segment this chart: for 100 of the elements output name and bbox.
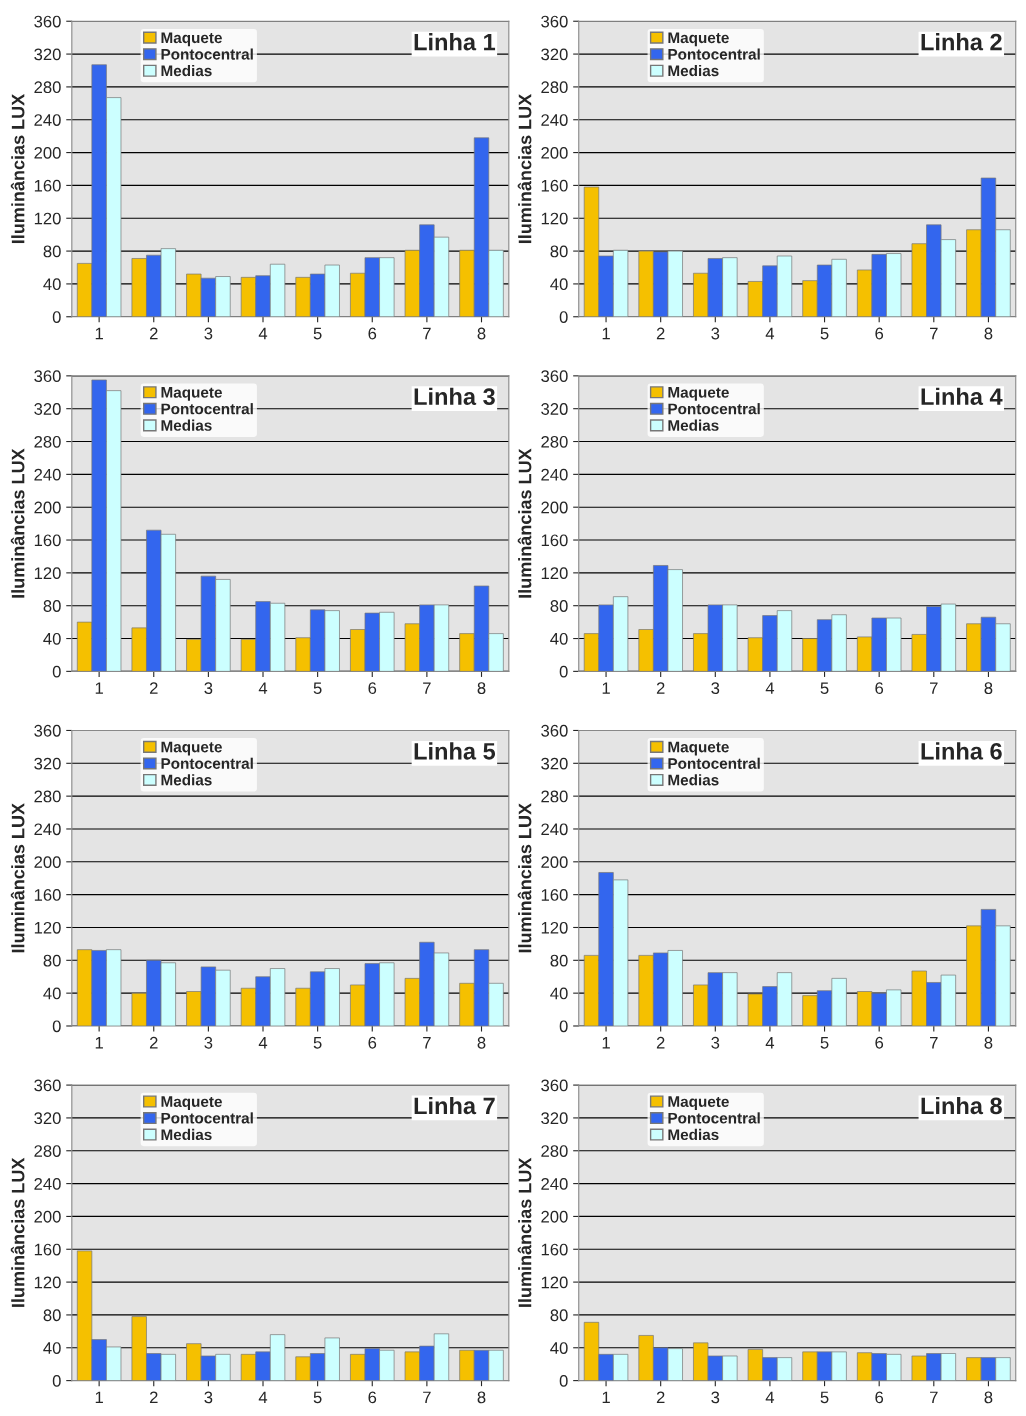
- y-tick-label: 200: [34, 146, 61, 159]
- x-tick-label: 1: [602, 327, 610, 340]
- y-tick-label: 40: [550, 278, 568, 291]
- y-tick-label: 160: [34, 1243, 61, 1256]
- x-tick-label: 3: [204, 1036, 213, 1049]
- x-tick-label: 6: [368, 327, 377, 340]
- y-axis-title: Iluminâncias LUX: [10, 803, 25, 953]
- x-tick-label: 7: [423, 1391, 431, 1404]
- y-tick-label: 40: [550, 1342, 568, 1354]
- x-tick-label: 7: [930, 1037, 938, 1049]
- y-tick-label: 80: [550, 1309, 568, 1322]
- y-tick-label: 200: [34, 1210, 61, 1223]
- x-tick-label: 4: [258, 327, 268, 340]
- y-tick-label: 40: [43, 987, 61, 1000]
- y-tick-label: 40: [43, 1342, 61, 1354]
- x-tick-label: 4: [258, 682, 268, 694]
- x-tick-label: 6: [875, 327, 884, 340]
- x-tick-label: 4: [765, 1391, 775, 1404]
- y-tick-label: 320: [541, 757, 568, 770]
- y-tick-label: 280: [34, 1145, 61, 1157]
- x-tick-label: 7: [423, 327, 431, 340]
- y-tick-label: 280: [541, 435, 568, 448]
- x-tick-label: 2: [656, 327, 665, 340]
- x-tick-label: 4: [258, 1391, 268, 1404]
- y-tick-label: 360: [541, 15, 568, 28]
- y-tick-label: 320: [541, 403, 568, 415]
- x-tick-label: 7: [930, 327, 938, 340]
- y-tick-label: 360: [34, 1079, 61, 1092]
- y-tick-label: 360: [34, 15, 61, 28]
- x-tick-label: 8: [984, 682, 993, 695]
- y-tick-label: 360: [541, 1079, 568, 1092]
- legend-label: Pontocentral: [161, 1112, 253, 1124]
- x-tick-label: 6: [368, 682, 377, 695]
- x-tick-label: 2: [656, 682, 665, 694]
- x-tick-label: 5: [820, 327, 829, 340]
- y-tick-label: 240: [34, 1177, 61, 1190]
- x-tick-label: 5: [313, 682, 322, 695]
- x-tick-label: 8: [477, 1391, 486, 1404]
- chart-title: Linha 2: [921, 33, 1002, 51]
- legend-label: Medias: [161, 65, 212, 77]
- x-tick-label: 3: [204, 327, 213, 340]
- x-tick-label: 4: [765, 1037, 775, 1049]
- y-tick-label: 0: [559, 1375, 568, 1387]
- y-tick-label: 280: [34, 790, 61, 803]
- legend-label: Medias: [161, 419, 212, 431]
- y-tick-label: 80: [550, 954, 568, 967]
- y-tick-label: 320: [34, 403, 61, 415]
- x-tick-label: 3: [204, 1391, 213, 1404]
- y-tick-label: 40: [550, 632, 568, 645]
- y-tick-label: 200: [541, 146, 568, 159]
- y-axis-title: Iluminâncias LUX: [10, 93, 25, 244]
- legend-label: Medias: [161, 1128, 212, 1141]
- legend-label: Maquete: [161, 32, 222, 47]
- chart-title: Linha 4: [921, 387, 1003, 406]
- legend-label: Pontocentral: [668, 403, 760, 415]
- x-tick-label: 1: [95, 327, 103, 340]
- y-tick-label: 0: [52, 665, 61, 678]
- y-tick-label: 360: [34, 724, 61, 737]
- y-tick-label: 320: [541, 48, 568, 61]
- x-tick-label: 1: [95, 682, 103, 694]
- x-tick-label: 8: [477, 327, 486, 340]
- y-tick-label: 120: [34, 212, 61, 225]
- chart-title: Linha 1: [414, 33, 496, 51]
- y-tick-label: 320: [541, 1112, 568, 1125]
- y-tick-label: 280: [541, 1145, 568, 1157]
- x-tick-label: 6: [875, 1391, 884, 1404]
- y-tick-label: 360: [541, 370, 568, 383]
- x-tick-label: 6: [875, 682, 884, 695]
- y-tick-label: 160: [34, 889, 61, 901]
- x-tick-label: 4: [765, 682, 775, 694]
- legend-label: Pontocentral: [668, 757, 760, 769]
- x-tick-label: 3: [711, 1391, 720, 1404]
- y-tick-label: 240: [541, 823, 568, 836]
- x-tick-label: 6: [875, 1036, 884, 1049]
- y-tick-label: 240: [34, 823, 61, 836]
- y-tick-label: 40: [43, 632, 61, 645]
- y-tick-label: 0: [52, 311, 61, 323]
- y-tick-label: 240: [541, 1177, 568, 1190]
- legend-label: Pontocentral: [161, 403, 253, 415]
- x-tick-label: 8: [477, 682, 486, 695]
- y-tick-label: 80: [43, 954, 61, 967]
- y-tick-label: 40: [43, 278, 61, 291]
- legend-label: Medias: [668, 65, 719, 77]
- y-tick-label: 160: [541, 534, 568, 547]
- y-tick-label: 120: [541, 1276, 568, 1289]
- y-tick-label: 160: [34, 179, 61, 192]
- x-tick-label: 5: [820, 682, 829, 695]
- x-tick-label: 5: [820, 1037, 829, 1049]
- y-tick-label: 200: [541, 856, 568, 869]
- y-tick-label: 160: [541, 1243, 568, 1256]
- legend-label: Maquete: [668, 32, 729, 47]
- x-tick-label: 8: [984, 1391, 993, 1404]
- y-tick-label: 120: [34, 921, 61, 934]
- x-tick-label: 1: [95, 1391, 103, 1404]
- y-tick-label: 320: [34, 1112, 61, 1125]
- x-tick-label: 6: [368, 1391, 377, 1404]
- legend-label: Maquete: [668, 741, 729, 756]
- legend-label: Pontocentral: [161, 757, 253, 769]
- legend-label: Maquete: [161, 1096, 222, 1111]
- legend-label: Maquete: [161, 741, 222, 756]
